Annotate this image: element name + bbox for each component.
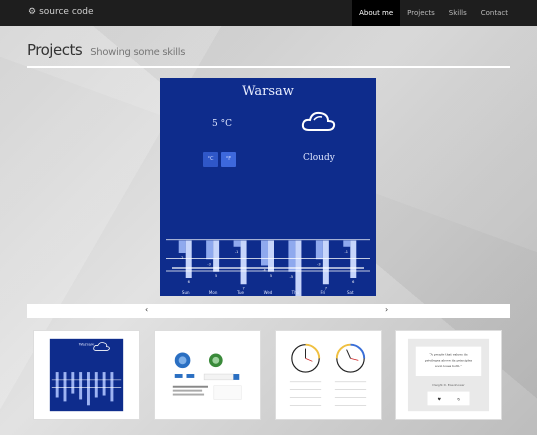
clocks-thumb-preview xyxy=(289,343,367,406)
chart-label-min: -1 xyxy=(235,250,239,254)
chart-tick-label: Sun xyxy=(182,290,190,295)
weather-condition: Cloudy xyxy=(303,153,335,163)
chart-label-min: -5 xyxy=(290,275,294,279)
chart-bar-min xyxy=(206,240,214,260)
celsius-button[interactable]: °C xyxy=(203,152,218,167)
page-header: Projects Showing some skills xyxy=(27,40,510,68)
clocks-thumb[interactable] xyxy=(275,330,382,420)
chart-bar-max xyxy=(240,240,247,285)
chart-label-min: -3 xyxy=(317,262,321,266)
tweet-icon: ♥ xyxy=(437,396,441,401)
quote-line-2: privileges above its principles xyxy=(425,358,473,362)
nav-item-about[interactable]: About me xyxy=(352,0,401,26)
page-title: Projects xyxy=(27,41,83,59)
chart-label-max: 5 xyxy=(215,274,217,278)
refresh-icon: ↻ xyxy=(457,396,460,401)
chart-label-min: -4 xyxy=(262,269,266,273)
chart-label-max: 6 xyxy=(352,280,354,284)
carousel-next-button[interactable]: › xyxy=(385,305,389,314)
brand-link[interactable]: ⚙ source code xyxy=(28,7,94,17)
chart-tick-label: Sat xyxy=(347,290,354,295)
dashboard-thumb[interactable] xyxy=(154,330,261,420)
quote-thumb-preview: “A people that values its privileges abo… xyxy=(407,338,490,412)
chart-bar-max xyxy=(213,240,220,272)
chart-tick-label: Tue xyxy=(236,290,244,295)
cloud-icon xyxy=(301,111,336,131)
top-navbar: ⚙ source code About me Projects Skills C… xyxy=(0,0,537,26)
chart-label-min: -3 xyxy=(207,262,211,266)
chart-label-max: 5 xyxy=(270,274,272,278)
chart-bar-min xyxy=(233,240,241,247)
weather-app-thumb[interactable]: Warsaw xyxy=(33,330,140,420)
chart-tick-label: Wed xyxy=(264,290,273,295)
nav-item-contact[interactable]: Contact xyxy=(480,9,508,17)
city-name: Warsaw xyxy=(242,84,294,99)
quote-line-1: “A people that values its xyxy=(429,352,468,356)
chart-bar-max xyxy=(268,240,274,272)
chart-label-max: 6 xyxy=(188,280,190,284)
chart-label-max: 7 xyxy=(242,286,244,290)
weather-widget: Warsaw 5 °C Cloudy °C °F -2 6 Sun -3 5 Mon -1 7… xyxy=(160,78,376,296)
chart-bar-max xyxy=(185,240,192,278)
nav-menu: About me Projects Skills Contact xyxy=(352,0,515,26)
chart-label-min: -1 xyxy=(345,250,349,254)
chart-label-min: -2 xyxy=(180,256,184,260)
page-subtitle: Showing some skills xyxy=(90,47,186,58)
chart-bar-min xyxy=(261,240,268,266)
brand-label: source code xyxy=(39,7,94,17)
carousel-controls: ‹ › xyxy=(27,304,510,318)
chart-label-max: 7 xyxy=(325,286,327,290)
chart-bar-min xyxy=(315,240,323,260)
quote-line-3: soon loses both.” xyxy=(435,364,462,368)
nav-item-skills[interactable]: Skills xyxy=(448,9,467,17)
thumb-city-label: Warsaw xyxy=(79,342,95,347)
quote-thumb[interactable]: “A people that values its privileges abo… xyxy=(395,330,502,420)
weather-thumb-preview: Warsaw xyxy=(49,338,124,412)
chart-bar-max xyxy=(350,240,357,278)
dashboard-thumb-preview xyxy=(172,352,242,400)
nav-item-projects[interactable]: Projects xyxy=(407,9,435,17)
chart-bar-min xyxy=(343,240,351,247)
fahrenheit-button[interactable]: °F xyxy=(221,152,236,167)
chart-tick-label: Thu xyxy=(291,290,300,295)
chart-tick-label: Mon xyxy=(209,290,218,295)
chart-bar-max xyxy=(322,240,329,285)
quote-author: Dwight D. Eisenhower xyxy=(432,383,465,387)
forecast-chart: -26Sun-35Mon-17Tue-45Wed-59Thu-37Fri-16S… xyxy=(166,239,370,296)
chart-tick-label: Fri xyxy=(320,290,325,295)
chart-bar-min xyxy=(288,240,296,272)
chart-bar-min xyxy=(178,240,186,253)
temperature: 5 °C xyxy=(212,119,232,129)
gear-icon: ⚙ xyxy=(28,7,37,17)
carousel-prev-button[interactable]: ‹ xyxy=(145,305,149,314)
header-divider xyxy=(27,66,510,68)
